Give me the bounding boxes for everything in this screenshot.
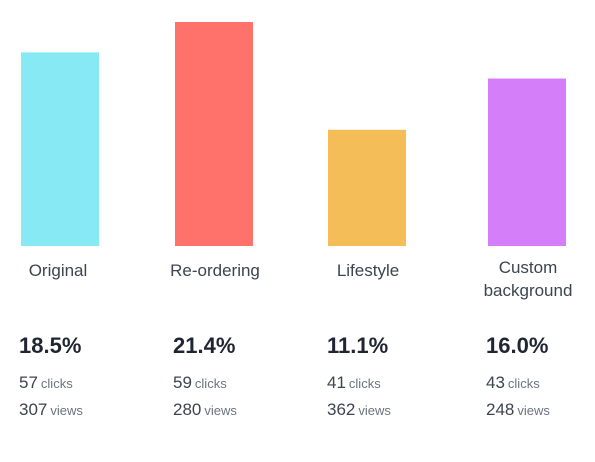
clicks-stat: 41 clicks [327, 373, 381, 393]
views-stat: 280 views [173, 400, 237, 420]
bar-lifestyle [328, 129, 406, 246]
category-label: Re-ordering [170, 261, 260, 280]
clicks-unit: clicks [40, 376, 73, 391]
conversion-rate: 21.4% [173, 333, 236, 358]
clicks-count: 57 [19, 373, 38, 392]
conversion-rate: 16.0% [486, 333, 549, 358]
clicks-unit: clicks [507, 376, 540, 391]
bar-original [21, 52, 99, 247]
clicks-count: 41 [327, 373, 346, 392]
views-count: 362 [327, 400, 356, 419]
category-label: Original [28, 261, 88, 280]
bar-custom-background [488, 78, 566, 246]
views-stat: 248 views [486, 400, 550, 420]
clicks-unit: clicks [194, 376, 227, 391]
views-unit: views [50, 403, 83, 418]
category-label: Custom background [483, 258, 573, 300]
clicks-count: 43 [486, 373, 505, 392]
views-stat: 362 views [327, 400, 391, 420]
views-count: 307 [19, 400, 48, 419]
bar-re-ordering [175, 22, 253, 246]
clicks-stat: 43 clicks [486, 373, 540, 393]
views-unit: views [358, 403, 391, 418]
views-unit: views [517, 403, 550, 418]
conversion-rate: 18.5% [19, 333, 82, 358]
views-unit: views [204, 403, 237, 418]
clicks-stat: 57 clicks [19, 373, 73, 393]
views-stat: 307 views [19, 400, 83, 420]
clicks-unit: clicks [348, 376, 381, 391]
clicks-count: 59 [173, 373, 192, 392]
views-count: 248 [486, 400, 515, 419]
views-count: 280 [173, 400, 202, 419]
clicks-stat: 59 clicks [173, 373, 227, 393]
category-label: Lifestyle [336, 261, 400, 280]
conversion-rate: 11.1% [327, 333, 389, 358]
